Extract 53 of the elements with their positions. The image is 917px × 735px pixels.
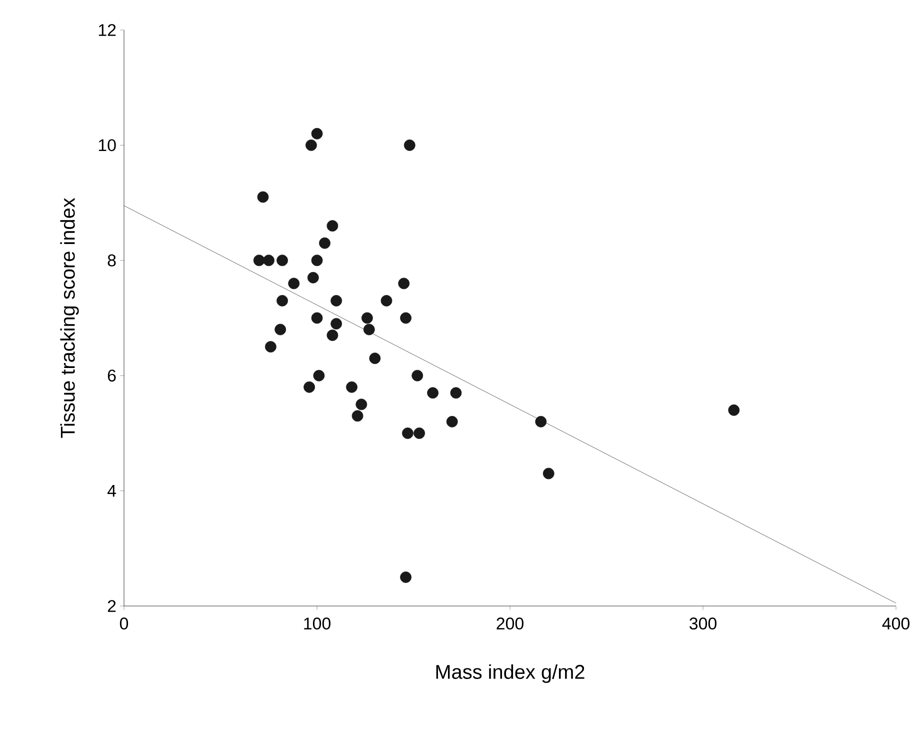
point: [728, 404, 740, 416]
y-tick-label: 4: [107, 484, 116, 497]
point: [400, 572, 412, 583]
point: [257, 191, 269, 203]
point: [326, 330, 338, 341]
point: [427, 387, 439, 399]
point: [313, 370, 325, 382]
point: [404, 139, 416, 151]
point: [319, 237, 330, 249]
x-tick-label: 400: [882, 618, 910, 630]
x-axis-title: Mass index g/m2: [436, 664, 584, 683]
point: [330, 318, 342, 330]
point: [274, 324, 286, 336]
x-tick-label: 0: [120, 618, 128, 630]
point: [326, 220, 338, 232]
point: [412, 370, 424, 382]
point: [307, 272, 319, 284]
point: [369, 352, 381, 364]
point: [542, 468, 554, 480]
y-tick-label: 6: [108, 370, 116, 382]
point: [264, 341, 276, 352]
point: [446, 416, 458, 428]
point: [330, 295, 342, 306]
point: [356, 398, 368, 410]
x-tick-label: 100: [304, 618, 330, 630]
point: [450, 387, 462, 399]
point: [311, 254, 323, 266]
point: [380, 295, 392, 306]
point: [311, 312, 323, 324]
point: [263, 254, 274, 266]
point: [361, 312, 373, 324]
y-tick-label: 10: [98, 139, 116, 152]
point: [363, 324, 375, 336]
y-tick-label: 8: [108, 254, 116, 266]
y-tick-label: 2: [108, 600, 116, 612]
y-axis-title: Tissue tracking score index: [60, 198, 79, 438]
point: [304, 381, 315, 393]
x-tick-label: 300: [690, 618, 716, 630]
point: [253, 254, 265, 266]
point: [414, 427, 425, 439]
point: [276, 295, 288, 306]
point: [402, 427, 414, 439]
x-tick-label: 200: [496, 618, 524, 630]
point: [346, 381, 358, 393]
point: [352, 410, 364, 422]
y-tick-label: 12: [98, 24, 116, 36]
point: [398, 278, 410, 290]
point: [276, 254, 288, 266]
point: [535, 416, 547, 428]
point: [400, 312, 412, 324]
point: [288, 278, 300, 290]
point: [311, 128, 323, 140]
point: [306, 139, 317, 151]
